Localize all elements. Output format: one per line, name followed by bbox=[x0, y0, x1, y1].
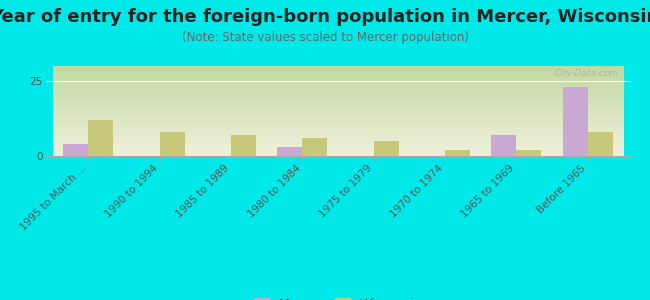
Text: Year of entry for the foreign-born population in Mercer, Wisconsin: Year of entry for the foreign-born popul… bbox=[0, 8, 650, 26]
Legend: Mercer, Wisconsin: Mercer, Wisconsin bbox=[249, 293, 427, 300]
Bar bbox=[374, 141, 398, 156]
Bar bbox=[491, 135, 516, 156]
Text: City-Data.com: City-Data.com bbox=[555, 69, 619, 78]
Text: (Note: State values scaled to Mercer population): (Note: State values scaled to Mercer pop… bbox=[181, 32, 469, 44]
Bar bbox=[278, 147, 302, 156]
Bar bbox=[302, 138, 328, 156]
Bar bbox=[588, 132, 613, 156]
Bar bbox=[516, 150, 541, 156]
Bar bbox=[231, 135, 256, 156]
Bar bbox=[445, 150, 470, 156]
Bar bbox=[160, 132, 185, 156]
Bar bbox=[63, 144, 88, 156]
Bar bbox=[563, 87, 588, 156]
Bar bbox=[88, 120, 113, 156]
